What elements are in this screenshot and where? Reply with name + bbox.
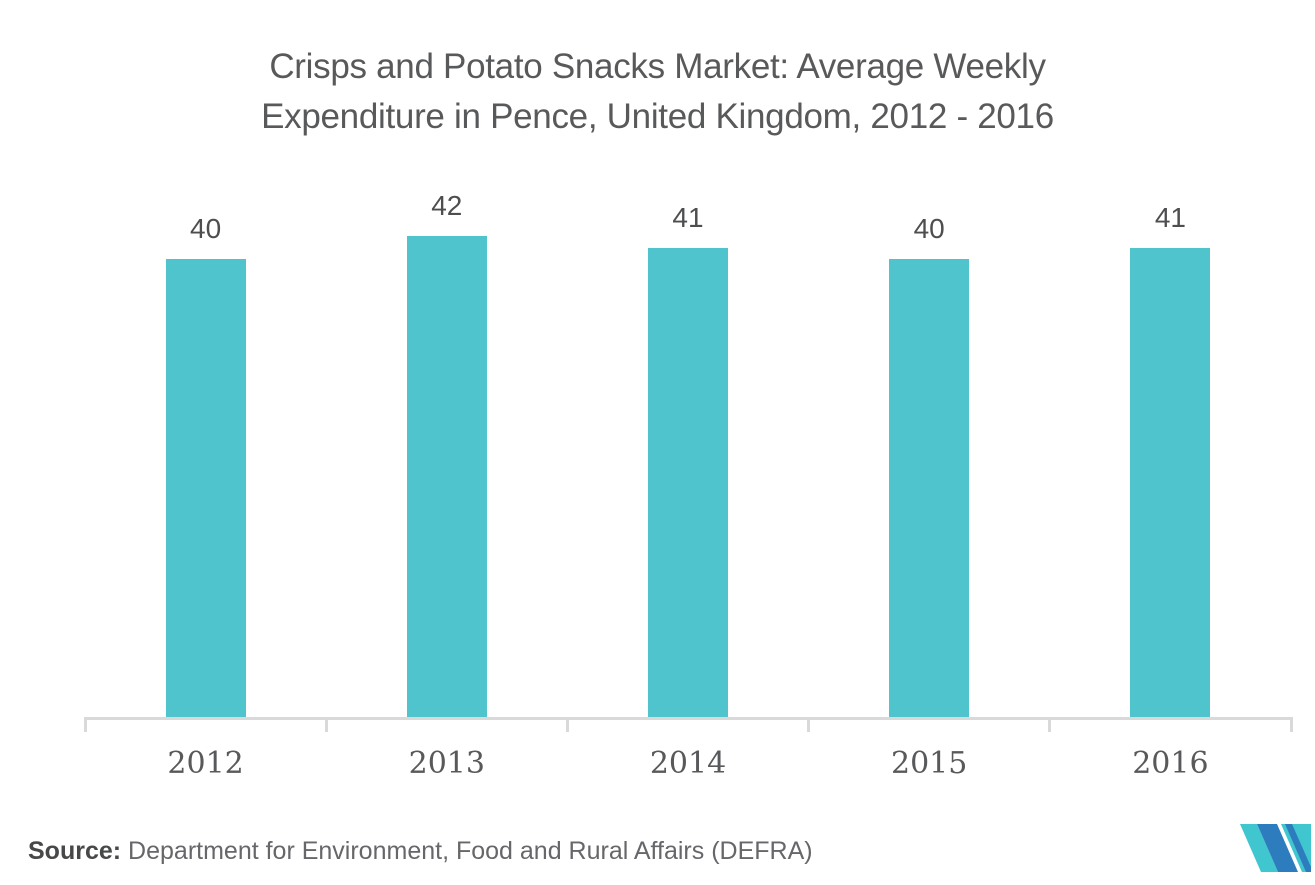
bar	[406, 236, 487, 717]
axis-tick	[1289, 717, 1293, 732]
x-tick-label: 2016	[1132, 746, 1209, 781]
source-text: Department for Environment, Food and Rur…	[128, 837, 813, 865]
axis-tick	[1048, 717, 1052, 732]
x-tick-label: 2015	[891, 746, 968, 781]
axis-tick	[565, 717, 569, 732]
bar	[889, 259, 970, 717]
bar-value-label: 42	[431, 190, 463, 221]
logo-right-blue-stripe	[1285, 824, 1311, 872]
x-tick-label: 2014	[649, 746, 727, 781]
bar-value-label: 40	[913, 213, 945, 244]
x-tick-label: 2013	[408, 746, 485, 781]
source-line: Source: Department for Environment, Food…	[28, 836, 813, 866]
chart-title: Crisps and Potato Snacks Market: Average…	[0, 42, 1315, 142]
source-label: Source:	[28, 837, 122, 865]
bar	[1130, 248, 1211, 717]
logo-middle-blue-stripe	[1257, 824, 1298, 872]
mordor-intelligence-logo	[1240, 824, 1311, 872]
bar-value-label: 41	[672, 202, 704, 233]
bar-value-label: 40	[190, 213, 222, 244]
chart-title-line-2: Expenditure in Pence, United Kingdom, 20…	[261, 97, 1054, 136]
axis-tick	[324, 717, 328, 732]
x-tick-label: 2012	[167, 746, 244, 781]
axis-tick	[83, 717, 87, 732]
bar	[648, 248, 728, 717]
bar-value-label: 41	[1154, 202, 1186, 233]
axis-tick	[807, 717, 811, 732]
logo-left-teal-stripe	[1240, 824, 1278, 872]
chart-title-line-1: Crisps and Potato Snacks Market: Average…	[269, 47, 1046, 86]
x-axis-line	[85, 717, 1291, 720]
bar	[165, 259, 246, 717]
